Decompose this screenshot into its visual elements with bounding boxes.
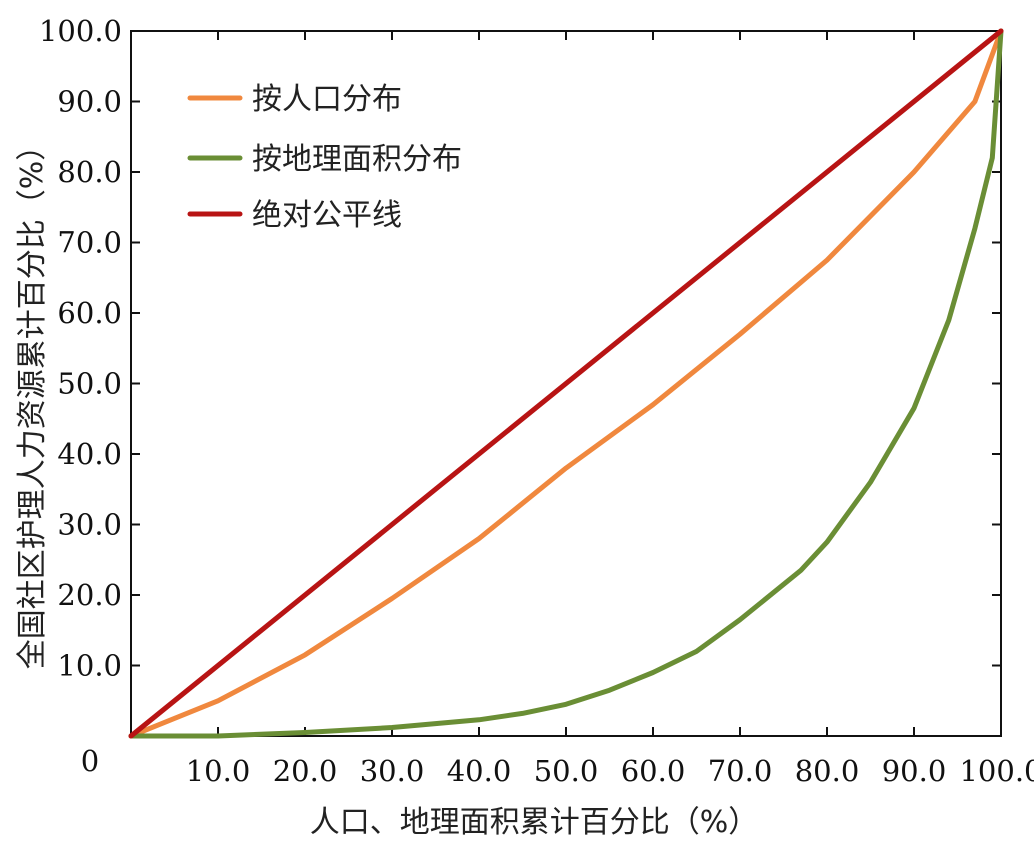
y-tick-label: 80.0 bbox=[57, 155, 122, 189]
x-tick-labels: 10.0 20.0 30.0 40.0 50.0 60.0 70.0 80.0 90.0 100.… bbox=[186, 754, 1034, 788]
series-line-3 bbox=[128, 28, 1004, 739]
x-tick-label: 20.0 bbox=[273, 754, 338, 788]
x-tick-label: 50.0 bbox=[534, 754, 599, 788]
x-tick-label: 100.0 bbox=[959, 754, 1034, 788]
x-tick-label: 40.0 bbox=[447, 754, 512, 788]
y-tick-label: 20.0 bbox=[57, 578, 122, 612]
x-tick-label: 90.0 bbox=[882, 754, 947, 788]
y-tick-label: 90.0 bbox=[57, 85, 122, 119]
y-tick-label: 60.0 bbox=[57, 296, 122, 330]
y-tick-label: 100.0 bbox=[39, 14, 122, 48]
x-tick-label: 10.0 bbox=[186, 754, 251, 788]
x-tick-label: 70.0 bbox=[708, 754, 773, 788]
y-tick-label: 30.0 bbox=[57, 508, 122, 542]
x-tick-label: 60.0 bbox=[621, 754, 686, 788]
y-tick-label: 70.0 bbox=[57, 226, 122, 260]
y-tick-labels: 10.0 20.0 30.0 40.0 50.0 60.0 70.0 80.0 90.0 100.… bbox=[39, 14, 122, 683]
series-line-2 bbox=[128, 28, 1004, 739]
axis-ticks bbox=[131, 30, 1002, 736]
x-tick-label: 30.0 bbox=[360, 754, 425, 788]
legend-label: 按人口分布 bbox=[252, 82, 402, 117]
origin-label: 0 bbox=[81, 744, 99, 778]
y-axis-title: 全国社区护理人力资源累计百分比（%） bbox=[15, 131, 50, 670]
legend-label: 按地理面积分布 bbox=[252, 142, 462, 177]
series-line-1 bbox=[128, 28, 1004, 739]
y-tick-label: 10.0 bbox=[57, 649, 122, 683]
legend-label: 绝对公平线 bbox=[252, 198, 402, 233]
y-tick-label: 40.0 bbox=[57, 437, 122, 471]
y-tick-label: 50.0 bbox=[57, 367, 122, 401]
series-lines bbox=[128, 28, 1004, 739]
x-axis-title: 人口、地理面积累计百分比（%） bbox=[310, 805, 759, 840]
x-tick-label: 80.0 bbox=[795, 754, 860, 788]
